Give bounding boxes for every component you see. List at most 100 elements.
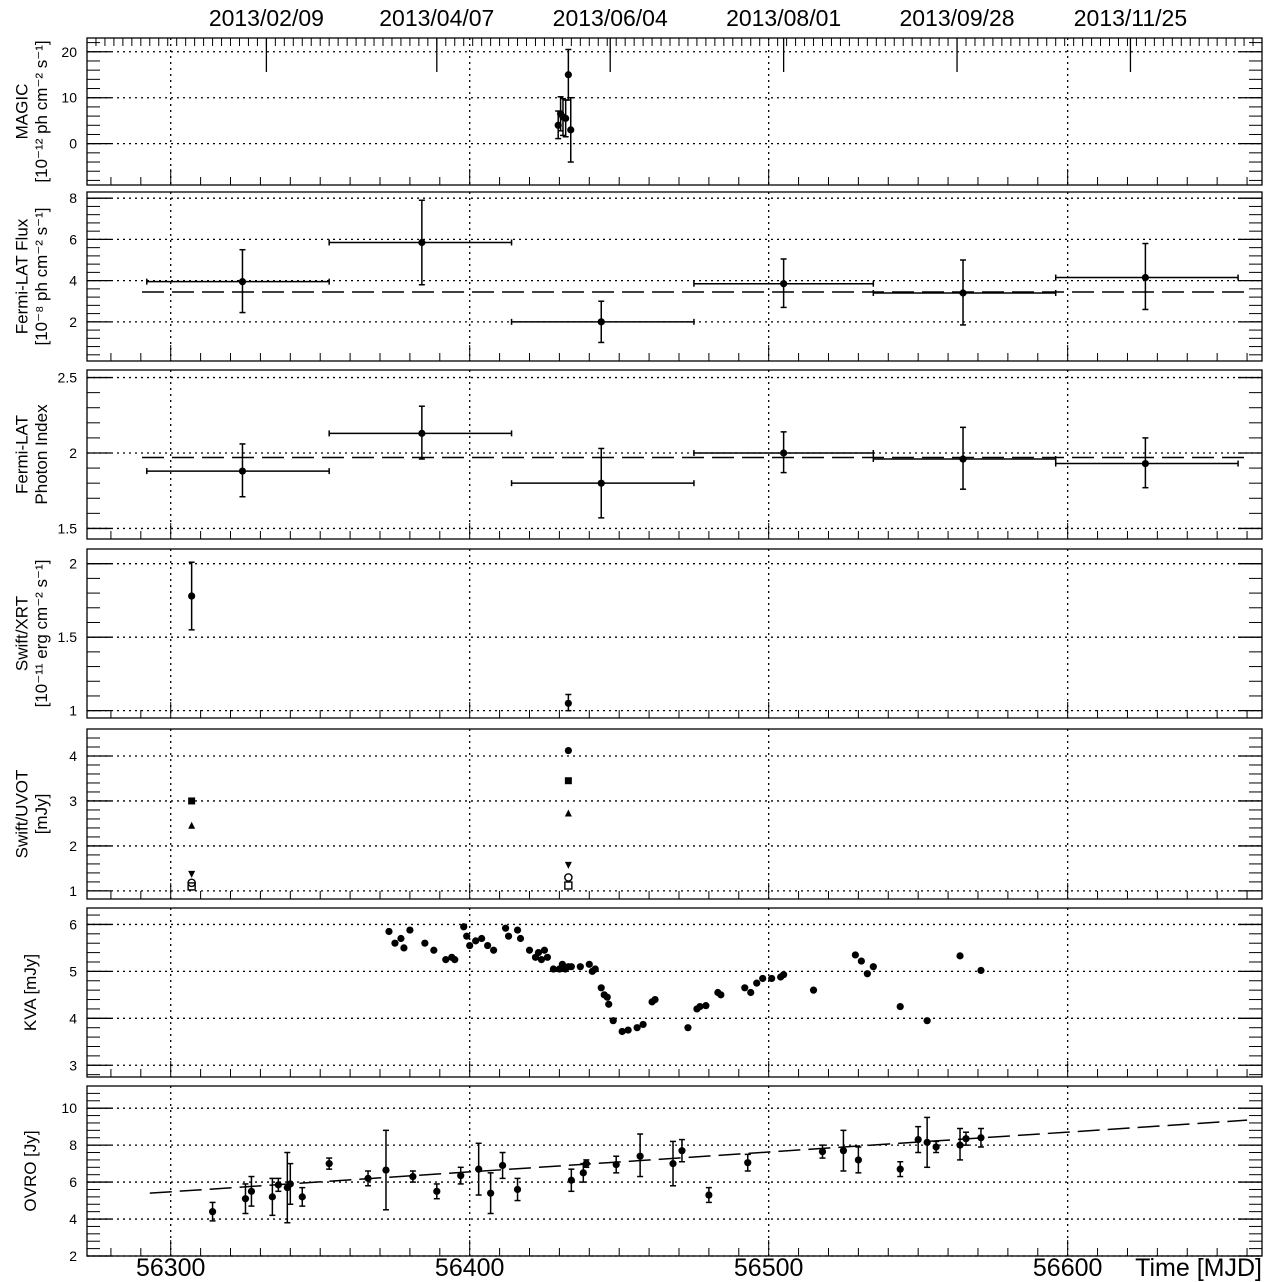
data-point: [603, 993, 611, 1001]
data-point: [914, 1125, 922, 1154]
top-date-axis-labels: 2013/02/09 2013/04/07 2013/06/04 2013/08/01…: [209, 5, 1187, 31]
data-point: [651, 995, 659, 1004]
panel-frame: [86, 907, 1263, 1078]
data-point: [487, 1172, 495, 1215]
y-tick-label: 20: [61, 44, 77, 60]
data-point: [564, 861, 572, 869]
panels: 0 10 20 MAGIC[10⁻¹² ph cm⁻² s⁻¹] 2 4 6 8 Fermi-L…: [12, 37, 1263, 1264]
marker-circle: [501, 924, 510, 932]
marker-circle: [325, 1160, 333, 1168]
data-point: [409, 1170, 417, 1183]
marker-circle: [385, 927, 393, 936]
data-point: [188, 821, 196, 829]
marker-circle: [478, 934, 486, 943]
marker-circle: [513, 926, 522, 934]
marker-circle: [780, 280, 788, 288]
data-point: [624, 1026, 632, 1034]
marker-circle: [549, 965, 558, 973]
y-tick-label: 3: [69, 1057, 77, 1073]
data-point: [567, 96, 575, 163]
marker-circle: [391, 939, 399, 947]
data-point: [932, 1140, 940, 1154]
top-date-label: 2013/08/01: [726, 5, 841, 31]
marker-circle: [780, 971, 788, 979]
y-tick-label: 8: [69, 1137, 77, 1153]
marker-circle: [268, 1193, 276, 1201]
marker-circle: [977, 966, 985, 975]
data-point: [241, 1183, 250, 1215]
data-point: [956, 952, 964, 960]
data-point: [591, 965, 599, 973]
data-point: [582, 1159, 590, 1169]
data-point: [854, 1146, 862, 1174]
y-tick-label: 2: [69, 445, 77, 461]
data-point: [498, 1151, 507, 1180]
bottom-mjd-axis: 56300 56400 56500 56600 Time [MJD]: [136, 1254, 1262, 1282]
data-point: [146, 443, 330, 498]
marker-circle: [923, 1138, 931, 1146]
y-axis-label: Swift/UVOT[mJy]: [12, 770, 51, 859]
y-axis-label-line: KVA [mJy]: [21, 954, 40, 1031]
y-tick-label: 6: [69, 916, 77, 932]
marker-circle: [962, 1135, 970, 1143]
data-point: [639, 1020, 647, 1029]
marker-circle: [298, 1193, 306, 1201]
data-point: [540, 946, 549, 954]
panel-magic: 0 10 20 MAGIC[10⁻¹² ph cm⁻² s⁻¹]: [12, 37, 1263, 186]
marker-circle: [768, 974, 776, 983]
marker-circle: [618, 1027, 626, 1036]
marker-circle: [543, 953, 552, 961]
marker-circle: [475, 1165, 483, 1173]
y-tick-label: 1.5: [58, 629, 78, 645]
marker-circle: [780, 449, 788, 457]
data-point: [187, 882, 196, 891]
data-point: [534, 948, 543, 957]
data-point: [839, 1129, 848, 1172]
y-tick-label: 6: [69, 1174, 77, 1190]
data-point: [759, 974, 767, 983]
marker-square: [564, 777, 572, 785]
panel-swift_uvot: 1 2 3 4 Swift/UVOT[mJy]: [12, 728, 1263, 900]
data-point: [382, 1129, 390, 1211]
y-axis-label: MAGIC[10⁻¹² ph cm⁻² s⁻¹]: [12, 40, 51, 182]
marker-circle: [490, 946, 498, 954]
marker-circle: [433, 1187, 441, 1195]
y-axis-label: OVRO [Jy]: [21, 1130, 40, 1211]
data-point: [457, 1166, 465, 1185]
marker-circle: [484, 941, 492, 950]
y-tick-label: 10: [61, 90, 77, 106]
data-point: [564, 881, 573, 890]
panel-frame: [86, 728, 1263, 900]
y-axis-label-line: Photon Index: [32, 404, 51, 505]
marker-circle: [564, 746, 572, 755]
marker-circle: [421, 939, 429, 947]
marker-circle: [457, 1172, 465, 1180]
marker-circle: [705, 1191, 713, 1199]
x-tick-label: 56300: [136, 1254, 206, 1282]
marker-circle: [1141, 459, 1149, 468]
marker-circle: [624, 1026, 632, 1034]
data-point: [513, 1177, 522, 1202]
y-tick-label: 10: [61, 1100, 77, 1116]
panel-frame: [86, 191, 1263, 362]
y-axis-label-line: OVRO [Jy]: [21, 1130, 40, 1211]
marker-circle: [274, 1181, 282, 1189]
marker-circle: [851, 951, 859, 959]
data-point: [397, 934, 405, 943]
data-point: [564, 777, 572, 785]
y-tick-label: 4: [69, 273, 77, 289]
marker-triangle-up: [188, 821, 196, 829]
data-point: [693, 258, 875, 309]
data-point: [478, 934, 486, 943]
data-point: [744, 1153, 752, 1172]
marker-circle: [534, 948, 543, 957]
y-tick-label: 4: [69, 1211, 77, 1227]
panel-frame: [86, 548, 1263, 719]
marker-circle: [932, 1143, 940, 1151]
marker-circle: [513, 1185, 522, 1194]
marker-circle: [684, 1024, 692, 1032]
data-point: [298, 1186, 306, 1207]
marker-circle: [977, 1134, 985, 1142]
data-point: [693, 431, 875, 474]
data-point: [537, 956, 546, 964]
